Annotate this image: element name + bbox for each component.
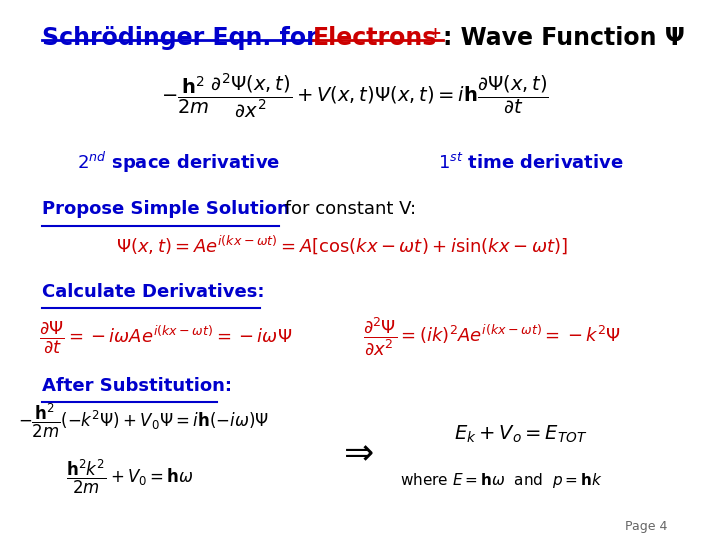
Text: $E_k+V_o=E_{TOT}$: $E_k+V_o=E_{TOT}$ bbox=[454, 423, 588, 444]
Text: +: + bbox=[428, 25, 441, 40]
Text: Calculate Derivatives:: Calculate Derivatives: bbox=[42, 284, 265, 301]
Text: Schrödinger Eqn. for: Schrödinger Eqn. for bbox=[42, 25, 326, 50]
Text: $\Rightarrow$: $\Rightarrow$ bbox=[336, 436, 374, 470]
Text: Electrons: Electrons bbox=[312, 25, 437, 50]
Text: $-\dfrac{\mathbf{h}^2}{2m}\dfrac{\partial^2\Psi(x,t)}{\partial x^2}+V(x,t)\Psi(x: $-\dfrac{\mathbf{h}^2}{2m}\dfrac{\partia… bbox=[161, 71, 549, 119]
Text: $1^{st}$ time derivative: $1^{st}$ time derivative bbox=[438, 152, 624, 173]
Text: $\Psi(x,t)=Ae^{i(kx-\omega t)}=A\left[\cos(kx-\omega t)+i\sin(kx-\omega t)\right: $\Psi(x,t)=Ae^{i(kx-\omega t)}=A\left[\c… bbox=[116, 233, 567, 255]
Text: $\dfrac{\partial^2\Psi}{\partial x^2}=(ik)^2Ae^{i(kx-\omega t)}=-k^2\Psi$: $\dfrac{\partial^2\Psi}{\partial x^2}=(i… bbox=[363, 316, 621, 358]
Text: $\dfrac{\partial\Psi}{\partial t}=-i\omega Ae^{i(kx-\omega t)}=-i\omega\Psi$: $\dfrac{\partial\Psi}{\partial t}=-i\ome… bbox=[40, 319, 292, 355]
Text: where $E=\mathbf{h}\omega$  and  $p=\mathbf{h}k$: where $E=\mathbf{h}\omega$ and $p=\mathb… bbox=[400, 471, 603, 490]
Text: Page 4: Page 4 bbox=[625, 520, 667, 533]
Text: $\dfrac{\mathbf{h}^2k^2}{2m}+V_0=\mathbf{h}\omega$: $\dfrac{\mathbf{h}^2k^2}{2m}+V_0=\mathbf… bbox=[66, 458, 194, 496]
Text: After Substitution:: After Substitution: bbox=[42, 377, 232, 395]
Text: $-\dfrac{\mathbf{h}^2}{2m}\left(-k^2\Psi\right)+V_0\Psi=i\mathbf{h}(-i\omega)\Ps: $-\dfrac{\mathbf{h}^2}{2m}\left(-k^2\Psi… bbox=[18, 401, 269, 440]
Text: Propose Simple Solution: Propose Simple Solution bbox=[42, 200, 290, 218]
Text: for constant V:: for constant V: bbox=[279, 200, 415, 218]
Text: : Wave Function Ψ: : Wave Function Ψ bbox=[443, 25, 685, 50]
Text: $2^{nd}$ space derivative: $2^{nd}$ space derivative bbox=[77, 150, 281, 175]
